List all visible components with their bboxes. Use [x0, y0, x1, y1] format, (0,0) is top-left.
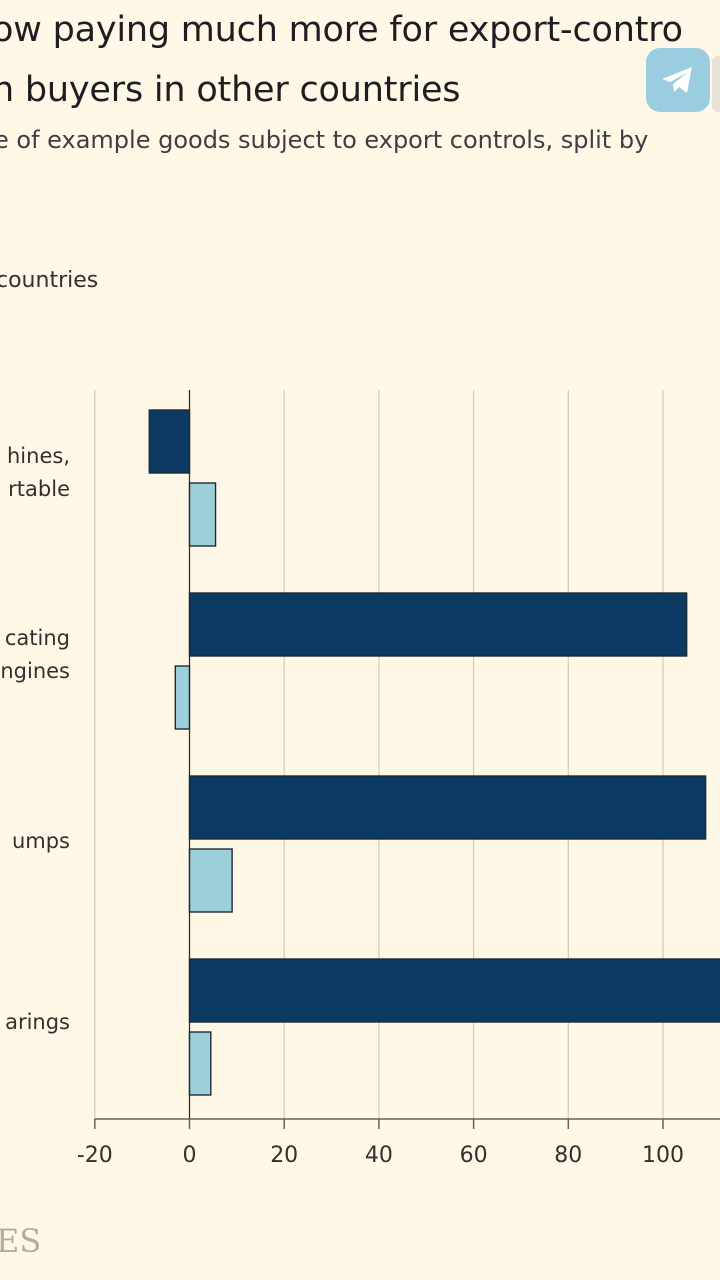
category-label: arings — [5, 1010, 70, 1034]
x-tick-label: 80 — [554, 1143, 582, 1168]
bar-series-2 — [188, 1031, 212, 1096]
chart-subtitle: e of example goods subject to export con… — [0, 126, 649, 154]
legend-label: countries — [0, 268, 99, 293]
x-tick-label: 40 — [365, 1143, 393, 1168]
bar-series-2 — [174, 665, 191, 730]
x-tick-label: 0 — [183, 1143, 197, 1168]
bar-series-2 — [188, 848, 233, 913]
telegram-icon[interactable] — [646, 48, 710, 112]
source-logo-text: ES — [0, 1222, 42, 1260]
x-tick-label: 100 — [642, 1143, 684, 1168]
bar-series-1 — [188, 958, 720, 1023]
x-tick-label: 20 — [270, 1143, 298, 1168]
x-tick-label: -20 — [77, 1143, 113, 1168]
category-label: rtable — [8, 477, 70, 501]
share-overflow-shadow — [712, 56, 720, 112]
chart-title-line-1: ow paying much more for export-contro — [0, 10, 683, 50]
x-tick-label: 60 — [460, 1143, 488, 1168]
bar-series-1 — [188, 775, 707, 840]
category-label: cating — [5, 626, 70, 650]
category-label: hines, — [7, 444, 70, 468]
chart-title-line-2: n buyers in other countries — [0, 70, 461, 110]
bar-series-1 — [188, 592, 688, 657]
category-labels: hines, rtable cating ngines umps arings — [0, 444, 70, 1034]
telegram-glyph — [662, 67, 692, 93]
category-label: umps — [12, 829, 70, 853]
bar-series-1 — [148, 409, 191, 474]
bars — [148, 390, 720, 1119]
bar-series-2 — [188, 482, 217, 547]
x-axis: -20 0 20 40 60 80 100 — [77, 1118, 720, 1168]
category-label: ngines — [0, 659, 70, 683]
